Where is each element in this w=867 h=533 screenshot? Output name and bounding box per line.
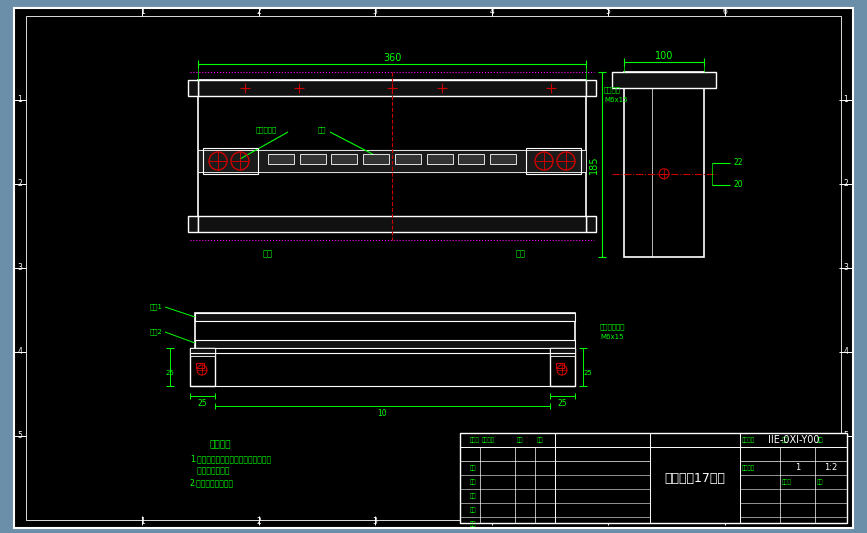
Text: 备注: 备注 (470, 521, 477, 527)
Text: 2: 2 (17, 180, 23, 189)
Bar (195, 313, 575, 348)
Bar (460, 433, 847, 523)
Text: 2: 2 (257, 7, 261, 17)
Bar (198, 216, 586, 232)
Text: 6: 6 (722, 516, 727, 526)
Text: 工艺: 工艺 (470, 479, 477, 485)
Text: 2.铁架件电镀处理。: 2.铁架件电镀处理。 (190, 479, 234, 488)
Text: 4: 4 (489, 516, 494, 526)
Text: 2: 2 (257, 516, 261, 526)
Text: 100: 100 (655, 51, 673, 61)
Text: 支架支撑螺柱: 支架支撑螺柱 (600, 324, 625, 330)
Bar (195, 313, 575, 321)
Text: 5: 5 (17, 432, 23, 440)
Text: 25: 25 (583, 370, 592, 376)
Text: 5: 5 (606, 516, 610, 526)
Text: M6x15: M6x15 (600, 334, 623, 340)
Bar (190, 348, 215, 356)
Text: 设计: 设计 (470, 465, 477, 471)
Bar (188, 216, 198, 232)
Bar (188, 80, 198, 96)
Text: 前板: 前板 (263, 249, 273, 259)
Text: 4: 4 (489, 7, 494, 17)
Text: 2: 2 (844, 180, 849, 189)
Bar (198, 80, 586, 232)
Text: 1.零地排支架及接地螺柱应焊接牢靠，: 1.零地排支架及接地螺柱应焊接牢靠， (190, 455, 271, 464)
Text: 技术要求: 技术要求 (209, 440, 231, 449)
Bar (190, 348, 215, 386)
Bar (363, 154, 389, 164)
Text: 后板: 后板 (516, 249, 526, 259)
Bar (331, 154, 357, 164)
Bar (612, 72, 716, 88)
Text: 3: 3 (17, 263, 23, 272)
Bar (427, 154, 453, 164)
Text: 25: 25 (166, 370, 174, 376)
Text: 图号: 图号 (817, 437, 824, 443)
Text: 支架1: 支架1 (150, 304, 163, 310)
Text: 360: 360 (383, 53, 401, 63)
Text: 3: 3 (373, 7, 378, 17)
Bar (550, 348, 575, 386)
Text: 5: 5 (606, 7, 610, 17)
Text: 零地排支支: 零地排支支 (256, 127, 277, 133)
Text: 1: 1 (140, 7, 145, 17)
Text: 4: 4 (17, 348, 23, 357)
Bar (586, 80, 596, 96)
Text: 3: 3 (844, 263, 849, 272)
Text: 数量: 数量 (517, 437, 524, 443)
Text: 20: 20 (734, 180, 744, 189)
Text: 接地螺柱: 接地螺柱 (604, 87, 621, 93)
Text: 主义单位: 主义单位 (742, 465, 755, 471)
Text: 1: 1 (140, 516, 145, 526)
Text: 25: 25 (197, 399, 207, 408)
Bar (586, 216, 596, 232)
Text: 比例: 比例 (782, 437, 788, 443)
Text: 1: 1 (795, 464, 800, 472)
Bar (195, 340, 575, 348)
Text: 批准: 批准 (470, 507, 477, 513)
Text: 图号: 图号 (817, 479, 824, 485)
Text: 焊后清渣再底。: 焊后清渣再底。 (190, 466, 230, 475)
Text: 22: 22 (734, 158, 744, 167)
Text: 户内箱（17位）: 户内箱（17位） (665, 472, 726, 484)
Text: 审核: 审核 (470, 493, 477, 499)
Text: M6x15: M6x15 (604, 97, 628, 103)
Bar (624, 72, 704, 257)
Text: 5: 5 (844, 432, 849, 440)
Bar (556, 363, 564, 368)
Text: 备注: 备注 (537, 437, 544, 443)
Bar (196, 363, 204, 368)
Bar (490, 154, 516, 164)
Text: 零件名称: 零件名称 (482, 437, 495, 443)
Bar (526, 148, 581, 174)
Text: 10: 10 (378, 408, 388, 417)
Text: 设计单位: 设计单位 (742, 437, 755, 443)
Text: 主义号: 主义号 (782, 479, 792, 485)
Text: 支架2: 支架2 (150, 329, 163, 335)
Text: 铜排: 铜排 (318, 127, 327, 133)
Text: 6: 6 (722, 7, 727, 17)
Text: 185: 185 (589, 155, 599, 174)
Text: 图代号: 图代号 (470, 437, 479, 443)
Text: 3: 3 (373, 516, 378, 526)
Text: 25: 25 (557, 399, 567, 408)
Bar (459, 154, 485, 164)
Text: 4: 4 (844, 348, 849, 357)
Bar (300, 154, 326, 164)
Text: 1: 1 (17, 95, 23, 104)
Bar (268, 154, 294, 164)
Bar (198, 80, 586, 96)
Text: 1:2: 1:2 (825, 464, 838, 472)
Bar (203, 148, 258, 174)
Bar (198, 150, 586, 172)
Text: 1: 1 (844, 95, 849, 104)
Text: IIE-0XI-Y00: IIE-0XI-Y00 (768, 435, 819, 445)
Bar (550, 348, 575, 356)
Bar (394, 154, 420, 164)
